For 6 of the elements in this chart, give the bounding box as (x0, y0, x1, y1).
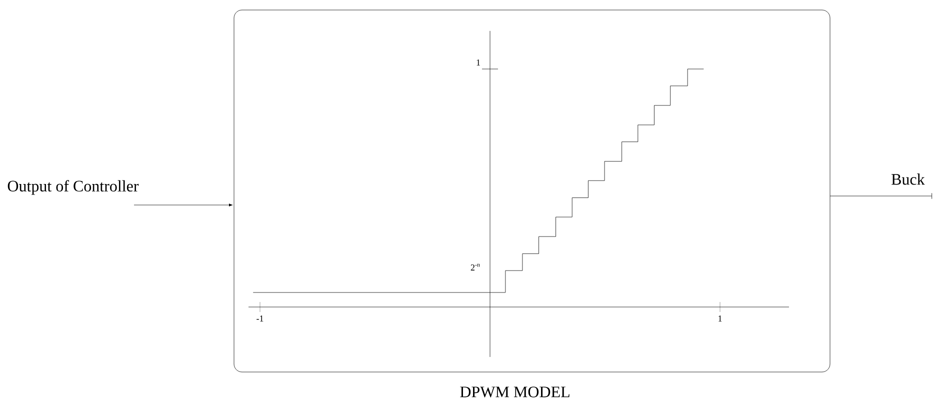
text: 1 (476, 60, 480, 66)
x-tick-label: -1 (256, 316, 264, 322)
text: Output of Controller (8, 180, 139, 195)
text: Buck (891, 174, 925, 185)
text: DPWM MODEL (460, 386, 570, 398)
annotation: 2$^{-n}$ (470, 264, 480, 270)
